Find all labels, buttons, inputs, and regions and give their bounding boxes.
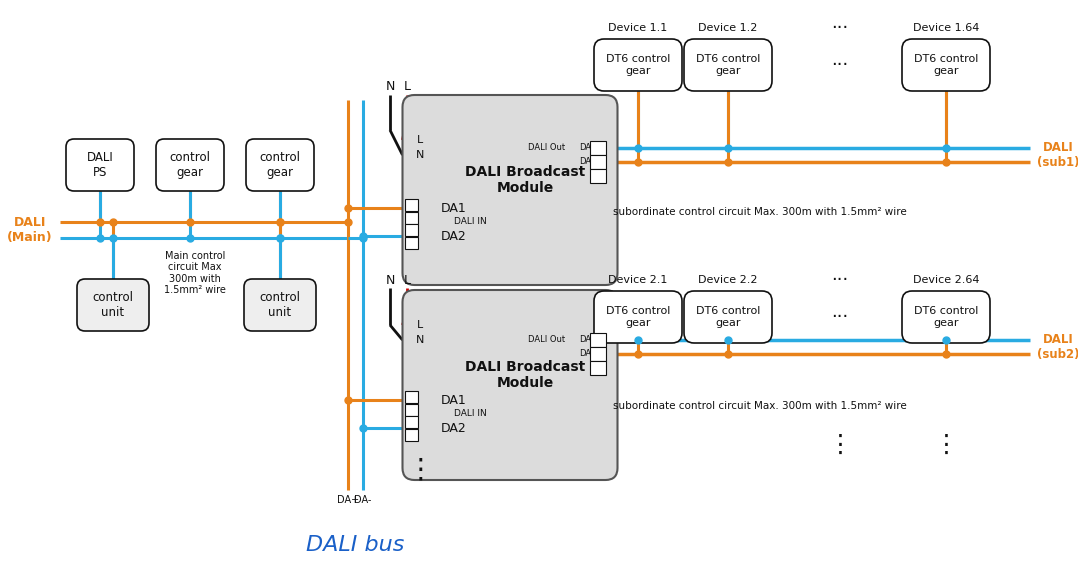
- FancyBboxPatch shape: [590, 141, 606, 155]
- Text: control
gear: control gear: [169, 151, 210, 179]
- FancyBboxPatch shape: [590, 155, 606, 169]
- Text: N: N: [416, 150, 425, 160]
- Text: Device 1.2: Device 1.2: [699, 23, 758, 33]
- Text: control
gear: control gear: [260, 151, 301, 179]
- Text: DALI Broadcast
Module: DALI Broadcast Module: [465, 360, 585, 390]
- FancyBboxPatch shape: [594, 39, 682, 91]
- Text: ⋮: ⋮: [828, 433, 853, 457]
- Text: DA-: DA-: [580, 336, 594, 344]
- Text: Device 2.2: Device 2.2: [699, 275, 758, 285]
- Text: DA-: DA-: [580, 144, 594, 153]
- Text: N: N: [416, 335, 425, 345]
- Text: L: L: [417, 135, 424, 145]
- Text: DALI
(sub2): DALI (sub2): [1037, 333, 1078, 361]
- Text: L: L: [403, 274, 411, 287]
- Text: ···: ···: [831, 19, 848, 37]
- Text: N: N: [385, 274, 395, 287]
- FancyBboxPatch shape: [590, 361, 606, 375]
- Text: DA2: DA2: [441, 230, 467, 242]
- Text: DT6 control
gear: DT6 control gear: [606, 54, 671, 76]
- Text: control
unit: control unit: [260, 291, 301, 319]
- Text: DALI
(Main): DALI (Main): [8, 216, 53, 244]
- FancyBboxPatch shape: [246, 139, 314, 191]
- Text: DT6 control
gear: DT6 control gear: [914, 54, 978, 76]
- Text: control
unit: control unit: [93, 291, 134, 319]
- FancyBboxPatch shape: [590, 169, 606, 183]
- Text: DA1: DA1: [441, 202, 467, 214]
- Text: DALI Out: DALI Out: [528, 336, 566, 344]
- Text: subordinate control circuit Max. 300m with 1.5mm² wire: subordinate control circuit Max. 300m wi…: [613, 401, 907, 411]
- Text: DALI Broadcast
Module: DALI Broadcast Module: [465, 165, 585, 195]
- Text: DALI
PS: DALI PS: [86, 151, 113, 179]
- FancyBboxPatch shape: [590, 333, 606, 347]
- FancyBboxPatch shape: [685, 291, 772, 343]
- Text: ···: ···: [831, 308, 848, 326]
- Text: DALI Out: DALI Out: [528, 144, 566, 153]
- Text: ⋮: ⋮: [406, 456, 433, 484]
- Text: DT6 control
gear: DT6 control gear: [695, 306, 760, 328]
- Text: Device 1.64: Device 1.64: [913, 23, 979, 33]
- Text: DA+: DA+: [580, 349, 598, 359]
- Text: DA1: DA1: [441, 393, 467, 406]
- FancyBboxPatch shape: [77, 279, 149, 331]
- Text: ⋮: ⋮: [934, 433, 958, 457]
- Text: DT6 control
gear: DT6 control gear: [914, 306, 978, 328]
- Text: DA-: DA-: [355, 495, 372, 505]
- FancyBboxPatch shape: [404, 404, 417, 416]
- Text: Device 2.1: Device 2.1: [608, 275, 667, 285]
- FancyBboxPatch shape: [66, 139, 134, 191]
- Text: Main control
circuit Max
300m with
1.5mm² wire: Main control circuit Max 300m with 1.5mm…: [164, 251, 226, 295]
- FancyBboxPatch shape: [594, 291, 682, 343]
- FancyBboxPatch shape: [404, 429, 417, 441]
- Text: L: L: [403, 80, 411, 93]
- FancyBboxPatch shape: [404, 199, 417, 211]
- FancyBboxPatch shape: [404, 237, 417, 249]
- FancyBboxPatch shape: [244, 279, 316, 331]
- Text: DT6 control
gear: DT6 control gear: [695, 54, 760, 76]
- Text: ···: ···: [831, 56, 848, 74]
- FancyBboxPatch shape: [902, 39, 990, 91]
- Text: DT6 control
gear: DT6 control gear: [606, 306, 671, 328]
- Text: DALI bus: DALI bus: [306, 535, 404, 555]
- FancyBboxPatch shape: [404, 224, 417, 236]
- FancyBboxPatch shape: [902, 291, 990, 343]
- FancyBboxPatch shape: [404, 416, 417, 428]
- Text: L: L: [417, 320, 424, 330]
- FancyBboxPatch shape: [402, 95, 618, 285]
- FancyBboxPatch shape: [404, 391, 417, 403]
- Text: ···: ···: [831, 271, 848, 289]
- Text: N: N: [385, 80, 395, 93]
- Text: Device 1.1: Device 1.1: [608, 23, 667, 33]
- FancyBboxPatch shape: [590, 347, 606, 361]
- FancyBboxPatch shape: [685, 39, 772, 91]
- Text: DA+: DA+: [337, 495, 359, 505]
- Text: Device 2.64: Device 2.64: [913, 275, 979, 285]
- Text: DALI
(sub1): DALI (sub1): [1037, 141, 1078, 169]
- Text: DA2: DA2: [441, 421, 467, 434]
- FancyBboxPatch shape: [156, 139, 224, 191]
- Text: DALI IN: DALI IN: [455, 409, 487, 418]
- Text: DALI IN: DALI IN: [455, 218, 487, 226]
- FancyBboxPatch shape: [402, 290, 618, 480]
- Text: DA+: DA+: [580, 157, 598, 166]
- Text: subordinate control circuit Max. 300m with 1.5mm² wire: subordinate control circuit Max. 300m wi…: [613, 207, 907, 217]
- FancyBboxPatch shape: [404, 212, 417, 224]
